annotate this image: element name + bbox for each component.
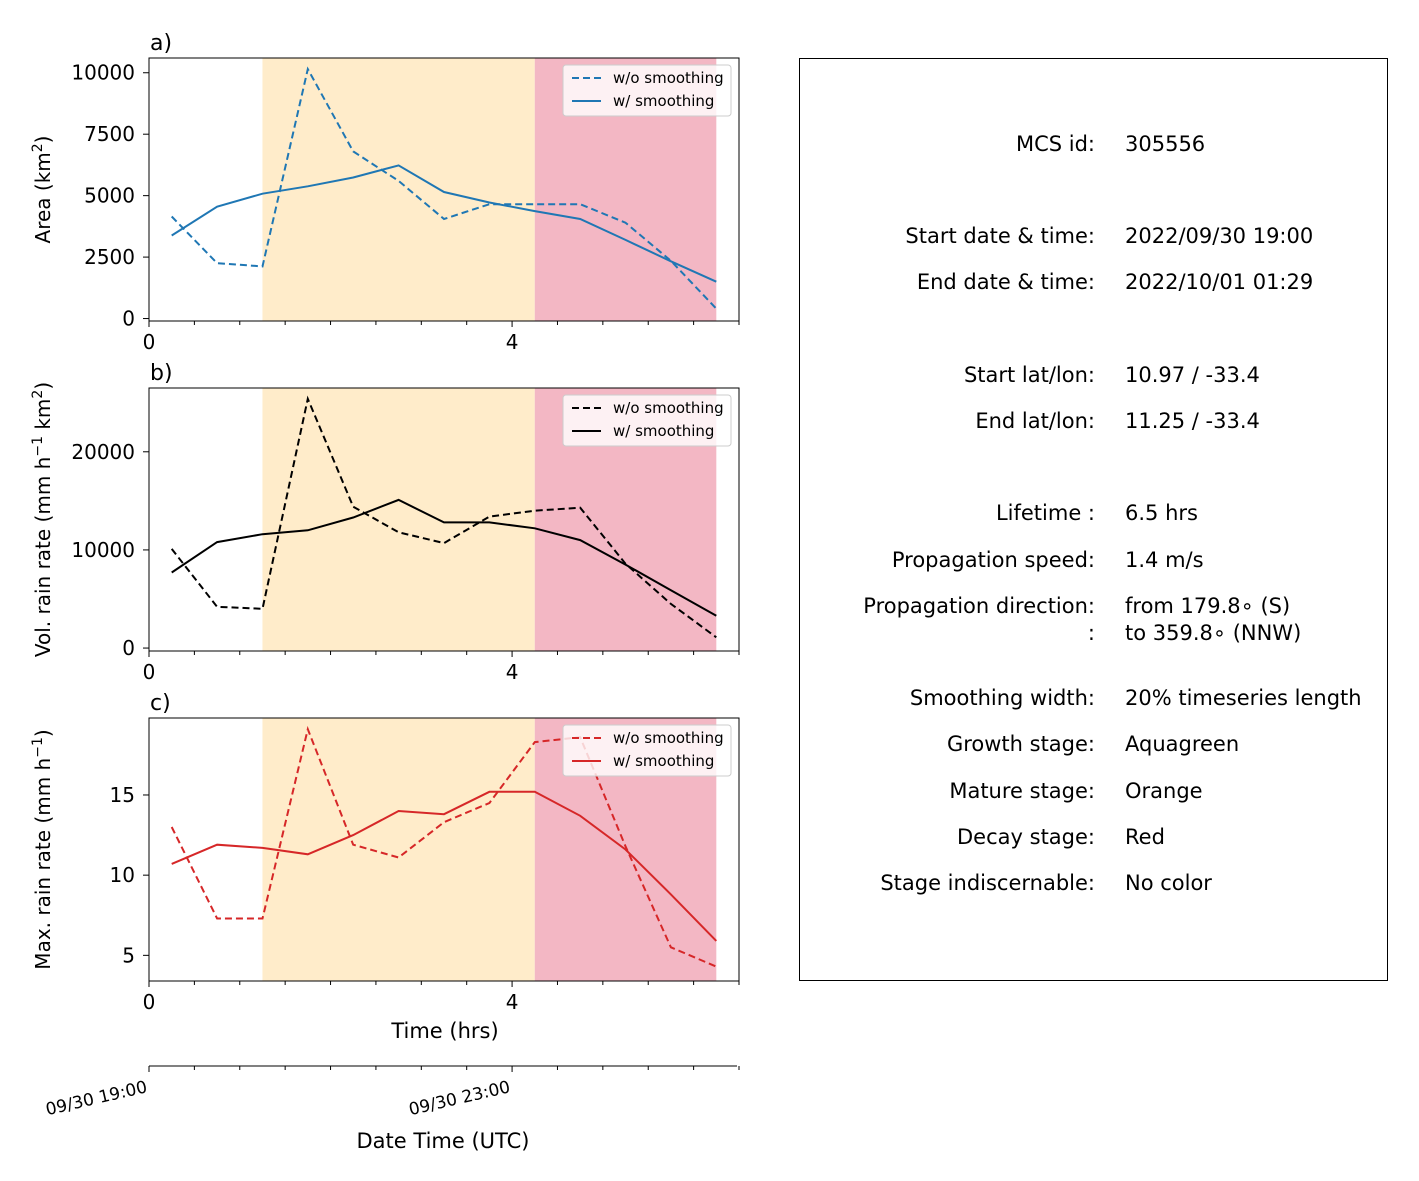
- y-axis-label: Max. rain rate (mm h−1): [30, 729, 55, 969]
- y-axis-label-part: km: [31, 399, 55, 436]
- info-key: End lat/lon:: [975, 409, 1095, 433]
- y-tick-label: 5000: [84, 184, 135, 208]
- legend: w/o smoothing w/ smoothing: [562, 394, 732, 447]
- x-tick-label: 4: [506, 660, 519, 684]
- info-value: 1.4 m/s: [1125, 548, 1204, 572]
- info-value: No color: [1125, 871, 1212, 895]
- y-tick-label: 7500: [84, 122, 135, 146]
- y-axis-label-part: ): [31, 136, 55, 144]
- info-value: 2022/10/01 01:29: [1125, 270, 1314, 294]
- info-key: MCS id:: [1015, 132, 1095, 156]
- mature-stage-band: [262, 388, 535, 651]
- date-axis-title: Date Time (UTC): [357, 1129, 530, 1153]
- info-value: to 359.8∘ (NNW): [1125, 621, 1302, 645]
- y-tick-label: 2500: [84, 245, 135, 269]
- y-tick-label: 10: [110, 863, 135, 887]
- y-axis-label-part: Max. rain rate (mm h: [31, 758, 55, 970]
- legend-frame: [562, 724, 732, 777]
- y-axis-label-superscript: −1: [30, 436, 46, 457]
- y-axis-label-part: ): [31, 729, 55, 737]
- x-axis-title: Time (hrs): [390, 1019, 498, 1043]
- x-tick-label: 4: [506, 990, 519, 1014]
- date-axis: 09/30 19:00 09/30 23:00 Date Time (UTC): [44, 1065, 740, 1153]
- info-key: End date & time:: [916, 270, 1095, 294]
- axes-frame: [148, 717, 740, 982]
- date-tick-label: 09/30 23:00: [407, 1077, 512, 1120]
- legend: w/o smoothing w/ smoothing: [562, 724, 732, 777]
- axes-frame: [148, 387, 740, 652]
- y-tick-label: 0: [122, 307, 135, 331]
- info-value: Red: [1125, 825, 1165, 849]
- info-value: 2022/09/30 19:00: [1125, 224, 1314, 248]
- info-value: Aquagreen: [1125, 732, 1240, 756]
- y-tick-label: 10000: [71, 538, 135, 562]
- legend-frame: [562, 394, 732, 447]
- y-axis-label-superscript: 2: [30, 390, 46, 399]
- y-axis-label-part: Area (km: [31, 152, 55, 243]
- info-key: :: [1087, 621, 1095, 645]
- series-line-without-smoothing: [170, 66, 718, 310]
- panel-label: b): [150, 361, 173, 386]
- legend-frame: [562, 64, 732, 117]
- legend-label: w/o smoothing: [613, 729, 724, 747]
- mcs-info-panel: MCS id: 305556 Start date & time: 2022/0…: [799, 58, 1388, 981]
- y-axis-label-superscript: −1: [30, 737, 46, 758]
- panel-label: a): [150, 31, 172, 56]
- y-tick-label: 10000: [71, 61, 135, 85]
- y-tick-label: 15: [110, 783, 135, 807]
- y-tick-label: 20000: [71, 440, 135, 464]
- info-key: Decay stage:: [957, 825, 1095, 849]
- info-value: from 179.8∘ (S): [1125, 594, 1291, 618]
- legend-label: w/o smoothing: [613, 399, 724, 417]
- y-axis-label: Area (km2): [30, 136, 55, 244]
- info-key: Growth stage:: [946, 732, 1095, 756]
- axes-frame: [148, 57, 740, 322]
- info-key: Stage indiscernable:: [880, 871, 1095, 895]
- info-value: 20% timeseries length: [1125, 686, 1362, 710]
- x-tick-label: 0: [143, 660, 156, 684]
- series-line-with-smoothing: [171, 498, 717, 617]
- chart-panel-b: 0 10000 20000 0 4 b) Vol. rain rate (mm h−1 km…: [30, 361, 740, 684]
- legend-label: w/o smoothing: [613, 69, 724, 87]
- mature-stage-band: [262, 58, 535, 321]
- x-tick-label: 0: [143, 990, 156, 1014]
- info-value: 10.97 / -33.4: [1125, 363, 1260, 387]
- info-value: 11.25 / -33.4: [1125, 409, 1260, 433]
- panel-label: c): [150, 691, 171, 716]
- series-line-without-smoothing: [170, 725, 717, 968]
- info-key: Propagation direction:: [863, 594, 1095, 618]
- x-tick-label: 0: [143, 330, 156, 354]
- info-key: Start lat/lon:: [963, 363, 1095, 387]
- y-axis-label-superscript: 2: [30, 143, 46, 152]
- y-axis-label: Vol. rain rate (mm h−1 km2): [30, 382, 55, 657]
- info-value: Orange: [1125, 779, 1203, 803]
- chart-panel-c: 5 10 15 0 4 c) Max. rain rate (mm h−1) w/o smoo…: [30, 691, 740, 1014]
- info-key: Propagation speed:: [891, 548, 1095, 572]
- y-tick-label: 5: [122, 943, 135, 967]
- x-tick-label: 4: [506, 330, 519, 354]
- info-key: Smoothing width:: [909, 686, 1095, 710]
- mature-stage-band: [262, 718, 535, 981]
- legend-label: w/ smoothing: [613, 422, 714, 440]
- legend: w/o smoothing w/ smoothing: [562, 64, 732, 117]
- y-axis-label-part: ): [31, 382, 55, 390]
- y-axis-label-part: Vol. rain rate (mm h: [31, 457, 55, 658]
- info-key: Start date & time:: [905, 224, 1095, 248]
- legend-label: w/ smoothing: [613, 92, 714, 110]
- info-value: 305556: [1125, 132, 1206, 156]
- chart-panel-a: 0 2500 5000 7500 10000 0 4 a) Area (km2) w/o smoo…: [30, 31, 740, 354]
- info-key: Mature stage:: [949, 779, 1095, 803]
- legend-label: w/ smoothing: [613, 752, 714, 770]
- y-tick-label: 0: [122, 636, 135, 660]
- info-key: Lifetime :: [995, 501, 1095, 525]
- info-value: 6.5 hrs: [1125, 501, 1198, 525]
- date-tick-label: 09/30 19:00: [44, 1077, 149, 1120]
- series-line-with-smoothing: [171, 164, 717, 283]
- series-line-with-smoothing: [171, 790, 718, 942]
